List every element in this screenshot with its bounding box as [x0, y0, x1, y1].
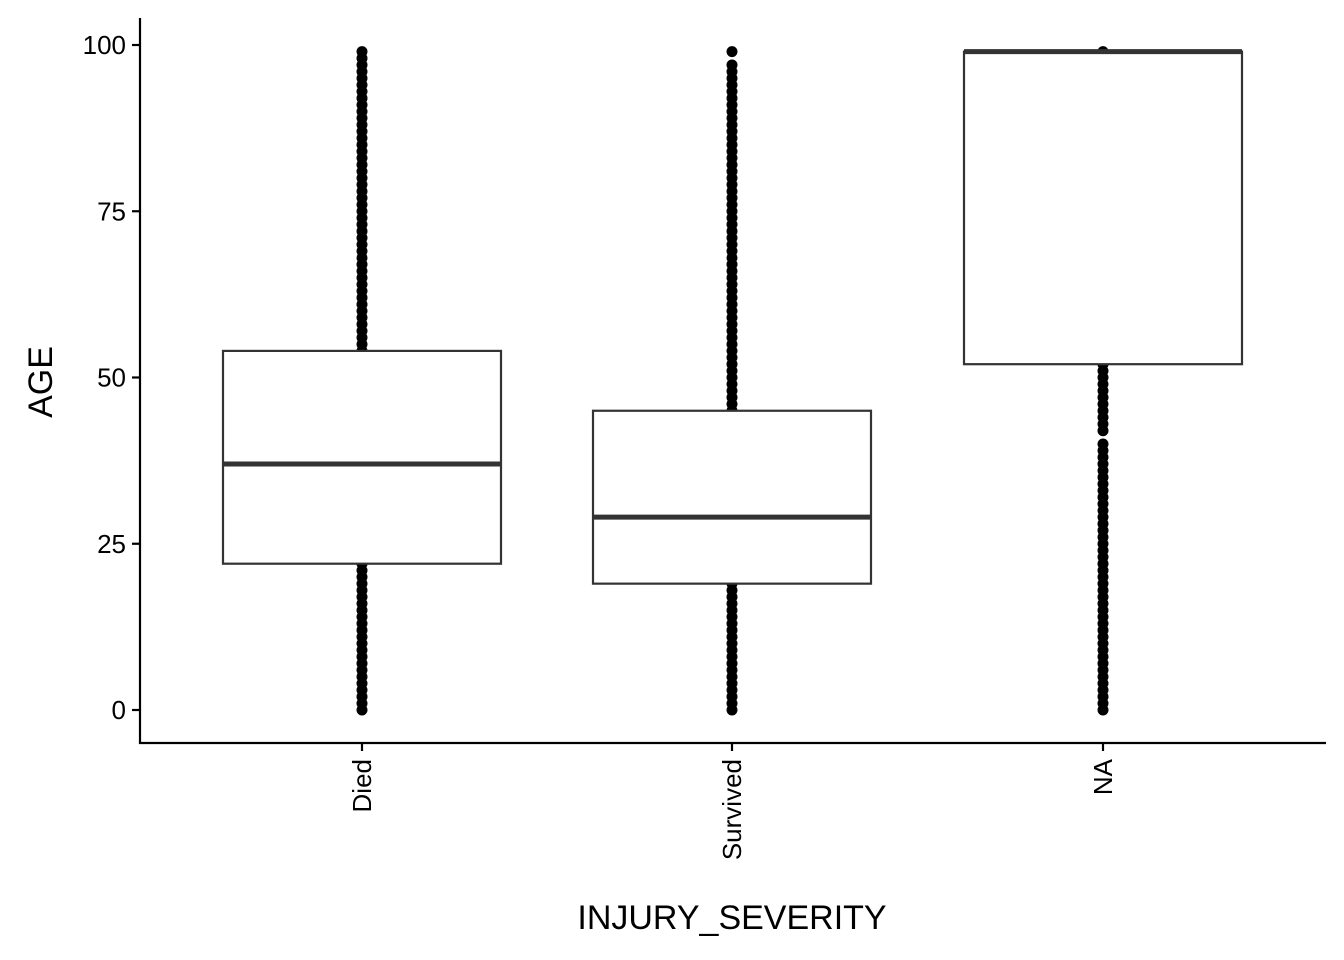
outlier-point [726, 59, 738, 71]
y-tick-label: 0 [112, 695, 126, 725]
plot-area [221, 46, 1244, 716]
y-tick-label: 75 [97, 196, 126, 226]
y-tick-label: 100 [83, 30, 126, 60]
box-group-na [962, 46, 1244, 716]
y-tick-label: 50 [97, 363, 126, 393]
x-tick-label: Died [347, 759, 377, 812]
y-axis-title: AGE [22, 346, 60, 418]
x-tick-label: NA [1088, 758, 1118, 795]
outlier-point [1097, 438, 1109, 450]
box-group-died [221, 46, 503, 716]
x-axis-ticks: Died Survived NA [347, 743, 1118, 860]
outlier-point [356, 46, 368, 58]
box-group-survived [591, 46, 873, 716]
outlier-points [726, 46, 738, 716]
outlier-point [726, 46, 738, 58]
x-tick-label: Survived [717, 759, 747, 860]
x-axis-title: INJURY_SEVERITY [577, 899, 886, 937]
y-tick-label: 25 [97, 529, 126, 559]
box-na [962, 50, 1244, 366]
box-survived [591, 409, 873, 585]
outlier-points [356, 46, 368, 716]
box-died [221, 349, 503, 565]
y-axis-ticks: 0 25 50 75 100 [83, 30, 140, 725]
